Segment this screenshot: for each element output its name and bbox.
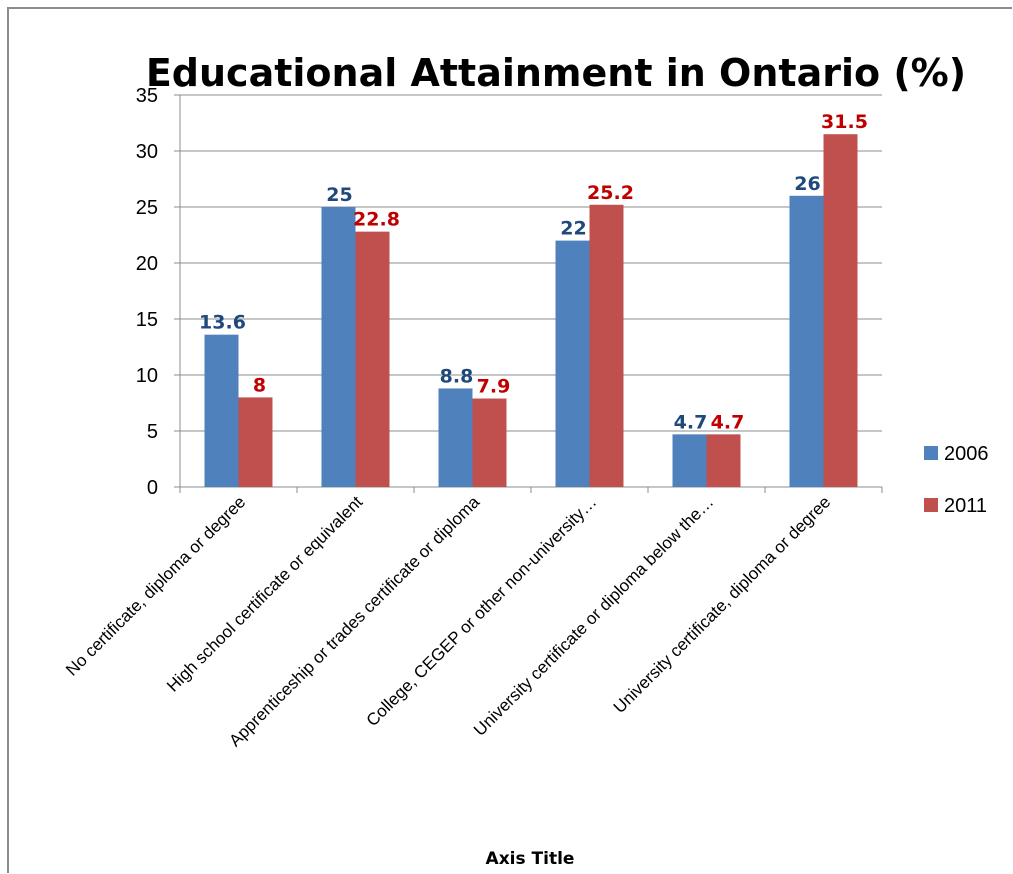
y-tick-label: 35 (136, 85, 158, 107)
y-tick-label: 25 (136, 197, 158, 219)
x-axis-title: Axis Title (486, 849, 575, 869)
bar-2006 (438, 388, 473, 487)
bar-2006 (555, 240, 590, 487)
y-tick-label: 10 (136, 365, 158, 387)
legend-label-2011: 2011 (944, 495, 987, 517)
data-label-2006: 26 (794, 173, 820, 195)
y-tick-label: 20 (136, 253, 158, 275)
data-label-2006: 4.7 (674, 411, 708, 433)
data-labels: 13.6 25 8.8 22 4.7 26 8 22.8 7.9 25.2 4.7 31.5 (199, 111, 868, 433)
data-label-2011: 8 (253, 374, 266, 396)
legend-swatch-2011 (924, 498, 938, 512)
legend-label-2006: 2006 (944, 443, 989, 465)
gridlines (174, 94, 883, 493)
data-label-2011: 4.7 (711, 411, 745, 433)
x-category-label: University certificate or diploma below … (470, 492, 717, 739)
x-category-label: High school certificate or equivalent (163, 492, 366, 695)
bar-2011 (706, 434, 741, 487)
bar-2006 (204, 334, 239, 487)
bar-2006 (789, 195, 824, 488)
y-tick-label: 0 (147, 477, 158, 499)
bar-2006 (321, 207, 356, 487)
bar-2011 (472, 398, 507, 487)
bar-2011 (589, 204, 624, 487)
bar-2006 (672, 434, 707, 487)
data-label-2006: 25 (326, 184, 352, 206)
y-tick-label: 30 (136, 141, 158, 163)
bar-2011 (823, 134, 858, 487)
data-label-2011: 22.8 (353, 209, 400, 231)
x-category-label: College, CEGEP or other non-university… (363, 492, 601, 730)
bar-2011 (355, 231, 390, 487)
legend: 2006 2011 (924, 443, 989, 517)
y-axis-ticks: 0 5 10 15 20 25 30 35 (136, 85, 158, 499)
data-label-2011: 25.2 (587, 182, 634, 204)
legend-swatch-2006 (924, 446, 938, 460)
y-tick-label: 15 (136, 309, 158, 331)
x-category-label: No certificate, diploma or degree (62, 492, 249, 679)
x-category-label: University certificate, diploma or degre… (610, 492, 835, 717)
data-label-2006: 8.8 (440, 365, 474, 387)
data-label-2006: 13.6 (199, 312, 246, 334)
data-label-2006: 22 (560, 218, 586, 240)
y-tick-label: 5 (147, 421, 158, 443)
data-label-2011: 31.5 (821, 111, 868, 133)
bars (204, 134, 858, 488)
x-category-label: Apprenticeship or trades certificate or … (225, 492, 483, 750)
bar-2011 (238, 397, 273, 487)
data-label-2011: 7.9 (477, 376, 511, 398)
chart-title: Educational Attainment in Ontario (%) (146, 51, 966, 95)
